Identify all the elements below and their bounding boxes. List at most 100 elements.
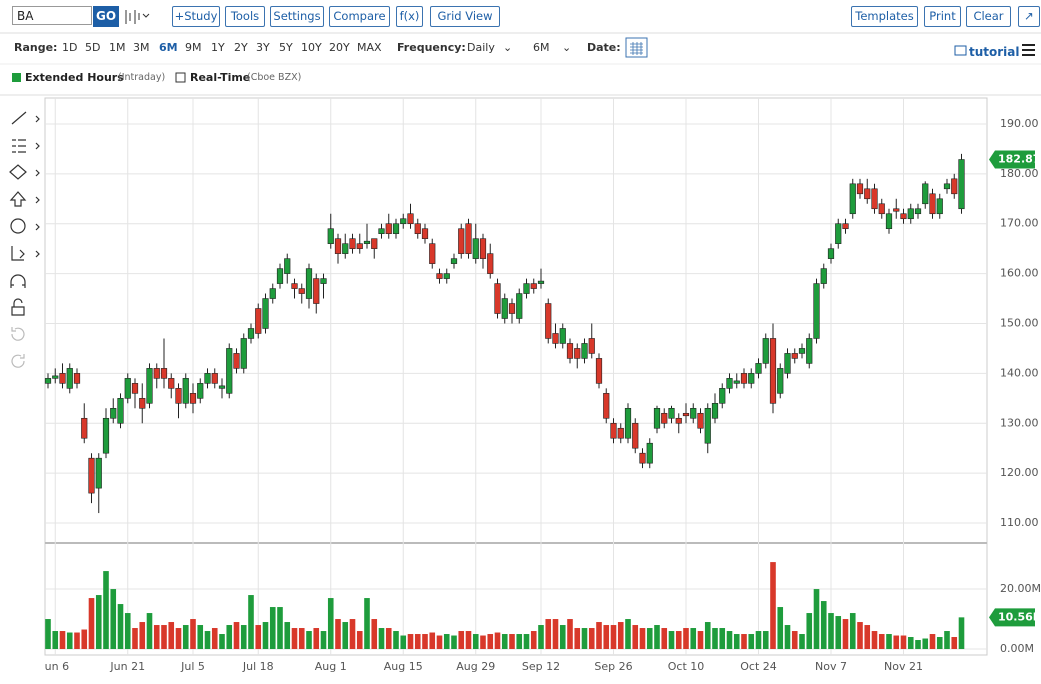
tool-arrow[interactable] [9,191,40,207]
candle-body [298,288,305,294]
candle-body [516,293,523,319]
candle-body [871,188,878,210]
candle-body [936,198,943,215]
candle-body [255,308,262,334]
range-option[interactable]: 1M [109,41,126,54]
calendar-icon[interactable] [625,37,648,58]
tool-undo[interactable] [11,327,25,341]
volume-bar [211,628,218,650]
range-option[interactable]: 20Y [329,41,350,54]
volume-bar [610,625,617,650]
candle-body [494,283,501,314]
candle-body [639,452,646,464]
drawing-tools[interactable] [9,111,40,368]
chart-type-icon[interactable] [125,10,150,24]
range-option[interactable]: 2Y [234,41,248,54]
templates-button[interactable]: Templates [851,6,918,27]
legend-label[interactable]: Extended Hours [25,71,124,84]
candle-body [617,427,624,439]
candle-body [88,457,95,494]
candle-body [414,223,421,234]
candle-body [726,378,733,389]
candle-body [487,253,494,274]
range-option[interactable]: 1Y [211,41,225,54]
volume-bar [451,635,457,650]
clear-button[interactable]: Clear [966,6,1011,27]
study-button[interactable]: +Study [172,6,220,27]
frequency-select[interactable]: Daily [467,41,495,54]
range-option[interactable]: 9M [185,41,202,54]
candle-body [218,385,226,389]
tutorial-link[interactable]: tutorial [969,45,1020,59]
volume-bar [103,571,109,650]
tool-measure[interactable] [11,246,40,261]
volume-bar [719,628,726,650]
tool-shape[interactable] [9,164,40,180]
candle-body [450,258,458,264]
x-tick-label: Aug 15 [384,660,423,673]
range-option[interactable]: 3M [133,41,150,54]
y-tick-label: 120.00 [1000,466,1039,479]
volume-bar [864,625,871,650]
volume-bar [110,589,117,650]
candle-body [131,383,139,394]
volume-bar [320,631,327,650]
candle-body [958,159,965,210]
candle-body [501,298,508,319]
volume-bar [494,632,501,650]
tool-lock[interactable] [11,298,25,316]
grid-view-button[interactable]: Grid View [430,6,500,27]
volume-bar [190,619,196,650]
tool-line[interactable] [11,111,40,125]
period-select[interactable]: 6M [533,41,550,54]
range-option[interactable]: MAX [357,41,382,54]
print-button[interactable]: Print [924,6,961,27]
x-tick-label: Oct 10 [668,660,705,673]
menu-icon[interactable] [1022,44,1035,56]
expand-button[interactable]: ↗ [1018,6,1040,27]
volume-bar [269,607,276,650]
candle-body [632,422,639,449]
range-option[interactable]: 6M [159,41,178,54]
grid [45,98,987,655]
candle-body [704,407,711,444]
settings-button[interactable]: Settings [270,6,324,27]
candle-body [146,368,153,404]
volume-bar [45,619,51,650]
y-tick-label: 180.00 [1000,167,1039,180]
compare-button[interactable]: Compare [329,6,390,27]
tool-redo[interactable] [11,354,25,368]
tool-text[interactable] [10,218,26,234]
candle-body [160,368,168,379]
range-option[interactable]: 10Y [301,41,322,54]
candle-body [893,208,900,212]
candle-body [44,378,52,384]
candle-body [378,228,385,234]
candle-body [697,412,704,429]
range-option[interactable]: 5D [85,41,101,54]
chevron: ⌄ [562,41,572,54]
candle-body [653,407,661,429]
legend-label[interactable]: Real-Time [190,71,251,84]
symbol-input[interactable]: BA [12,6,92,25]
go-button[interactable]: GO [93,6,119,27]
candle-body [52,375,59,379]
range-option[interactable]: 1D [62,41,78,54]
range-option[interactable]: 5Y [279,41,293,54]
tool-fib[interactable] [12,139,40,153]
tool-magnet[interactable] [10,274,26,288]
candle-body [922,183,929,205]
tools-button[interactable]: Tools [225,6,265,27]
candle-body [537,280,545,284]
candle-body [566,343,574,359]
function-button[interactable]: f(x) [396,6,423,27]
volume-bar [762,631,769,650]
volume-bar [501,634,508,650]
candle-body [675,417,682,424]
candle-body [849,183,856,215]
volume-bar [770,562,776,650]
candle-body [371,238,378,249]
range-option[interactable]: 3Y [256,41,270,54]
candle-body [545,303,552,339]
